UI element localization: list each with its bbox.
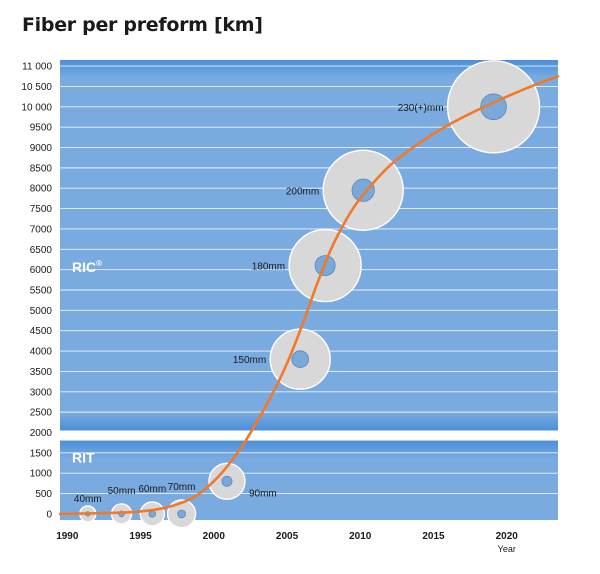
- preform-70mm-core: [177, 509, 186, 519]
- x-axis-label: Year: [498, 544, 516, 554]
- y-tick-label-2500: 2500: [30, 408, 53, 419]
- y-tick-label-10-500: 10 500: [21, 82, 52, 93]
- preform-70mm-label: 70mm: [168, 482, 196, 493]
- y-tick-label-9500: 9500: [30, 123, 53, 134]
- x-tick-label-1995: 1995: [129, 531, 152, 542]
- y-tick-label-8000: 8000: [30, 184, 53, 195]
- y-tick-label-4000: 4000: [30, 347, 53, 358]
- y-tick-label-6500: 6500: [30, 245, 53, 256]
- preform-150mm-core: [291, 350, 310, 369]
- preform-40mm-label: 40mm: [74, 494, 102, 505]
- preform-200mm-label: 200mm: [286, 186, 319, 197]
- y-axis: 0 500 1000 1500 2000 2500 3000 3500 4000 4500 5000…: [21, 62, 52, 521]
- preform-230-mm-label: 230(+)mm: [398, 103, 444, 114]
- y-tick-label-8500: 8500: [30, 163, 53, 174]
- region-ric-label-superscript: ®: [96, 259, 102, 268]
- y-tick-label-6000: 6000: [30, 265, 53, 276]
- y-tick-label-7000: 7000: [30, 224, 53, 235]
- region-ric-label: RIC®: [72, 259, 102, 275]
- y-tick-label-11-000: 11 000: [22, 62, 52, 73]
- y-tick-label-7500: 7500: [30, 204, 53, 215]
- y-tick-label-4500: 4500: [30, 326, 53, 337]
- preform-90mm-label: 90mm: [249, 488, 277, 499]
- y-tick-label-3000: 3000: [30, 387, 53, 398]
- x-tick-label-2010: 2010: [349, 531, 372, 542]
- y-tick-label-5500: 5500: [30, 286, 53, 297]
- x-axis: 1990 1995 2000 2005 2010 2015 2020 Year: [56, 531, 518, 554]
- y-tick-label-3500: 3500: [30, 367, 53, 378]
- x-tick-label-2020: 2020: [496, 531, 519, 542]
- y-tick-label-1000: 1000: [30, 469, 53, 480]
- x-tick-label-2015: 2015: [422, 531, 445, 542]
- series-line-1: [58, 74, 560, 516]
- preform-50mm-label: 50mm: [108, 486, 136, 497]
- preform-180mm-label: 180mm: [252, 262, 285, 273]
- series-lines: [58, 74, 560, 516]
- y-tick-label-0: 0: [46, 509, 52, 520]
- region-ric-edge-bottom: [60, 412, 558, 431]
- y-tick-label-10-000: 10 000: [21, 102, 52, 113]
- preform-200mm-core: [351, 178, 375, 202]
- y-tick-label-500: 500: [35, 489, 52, 500]
- preform-150mm-label: 150mm: [233, 355, 266, 366]
- y-tick-label-2000: 2000: [30, 428, 53, 439]
- y-tick-label-9000: 9000: [30, 143, 53, 154]
- y-tick-label-5000: 5000: [30, 306, 53, 317]
- preform-60mm-label: 60mm: [138, 484, 166, 495]
- y-tick-label-1500: 1500: [30, 448, 53, 459]
- region-rit-edge-top: [60, 440, 558, 459]
- x-tick-label-2000: 2000: [203, 531, 226, 542]
- preform-markers: 40mm 50mm 60mm 70mm 90mm 150mm 180mm 200mm 230(+…: [74, 60, 541, 529]
- region-rit-label: RIT: [72, 450, 95, 466]
- x-tick-label-2005: 2005: [276, 531, 299, 542]
- region-ric-edge-top: [60, 60, 558, 78]
- preform-90mm-core: [221, 475, 233, 487]
- x-tick-label-1990: 1990: [56, 531, 79, 542]
- chart-title: Fiber per preform [km]: [22, 14, 263, 36]
